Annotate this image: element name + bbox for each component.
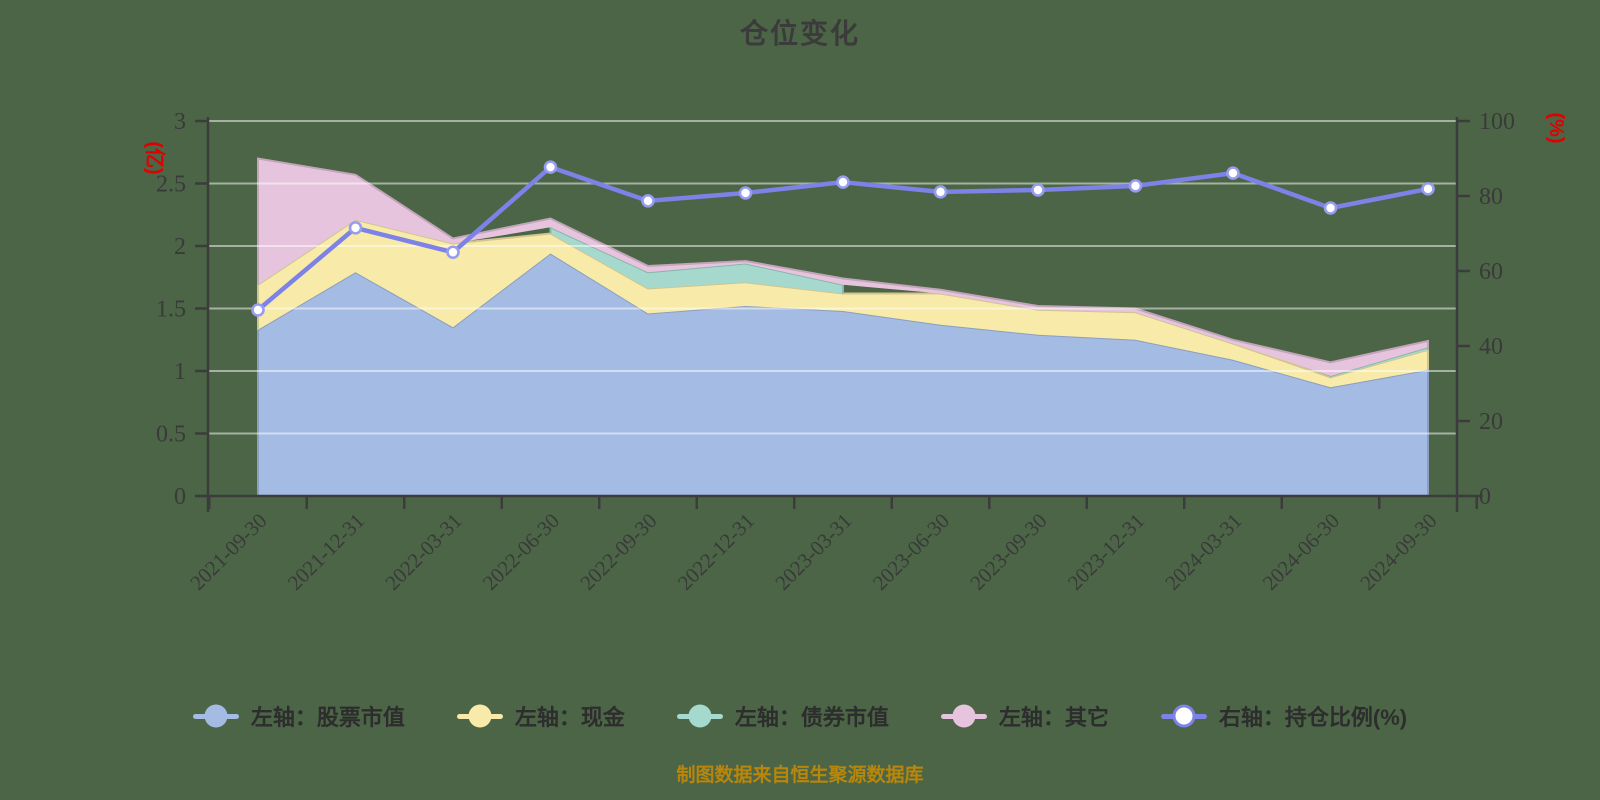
right-axis-tick-label: 100: [1479, 109, 1515, 135]
legend-label: 左轴：现金: [514, 705, 625, 730]
area-band-2: [550, 227, 843, 294]
legend-dot-icon: [204, 704, 228, 728]
legend-item-2[interactable]: 左轴：债券市值: [676, 700, 889, 732]
ratio-line-dot: [543, 160, 558, 174]
legend-dot-icon: [952, 704, 976, 728]
ratio-line-dot: [1128, 179, 1143, 193]
legend-dot-icon: [688, 704, 712, 728]
ratio-line-dot: [251, 303, 265, 317]
left-axis-tick-label: 1.5: [156, 297, 186, 323]
area-band-1: [258, 219, 1428, 388]
ratio-line-dot: [836, 175, 850, 189]
legend-label: 左轴：其它: [998, 705, 1109, 730]
left-axis-tick-label: 3: [174, 109, 186, 135]
legend: 左轴：股票市值 左轴：现金 左轴：债券市值 左轴：其它 右轴：持仓比例(%): [0, 700, 1600, 732]
right-axis-tick-label: 80: [1479, 184, 1503, 210]
right-axis-tick-label: 0: [1479, 484, 1491, 510]
left-axis-tick-label: 2: [174, 234, 186, 260]
ratio-line-dot: [446, 245, 460, 260]
chart-title: 仓位变化: [739, 18, 860, 49]
x-axis-date-label: 2021-12-31: [283, 509, 369, 595]
left-axis-tick-label: 0.5: [156, 422, 186, 448]
ratio-line-dot: [738, 186, 753, 200]
legend-marker-icon: [676, 704, 723, 728]
area-edge-3: [257, 157, 1429, 364]
legend-label: 左轴：债券市值: [734, 705, 889, 730]
x-axis-date-label: 2022-12-31: [673, 509, 759, 595]
left-axis-tick-label: 0: [174, 484, 186, 510]
ratio-line-dot: [1226, 166, 1240, 180]
right-axis-tick-label: 40: [1479, 334, 1503, 360]
ratio-line-dot: [1031, 183, 1045, 197]
x-axis-date-label: 2024-06-30: [1258, 509, 1344, 595]
x-axis-date-label: 2023-06-30: [868, 509, 954, 595]
ratio-line-dot: [933, 185, 948, 199]
right-axis-tick-label: 60: [1479, 259, 1503, 285]
x-axis-date-label: 2024-09-30: [1355, 509, 1441, 595]
x-axis-date-label: 2023-12-31: [1063, 509, 1149, 595]
x-axis-date-label: 2023-03-31: [770, 509, 856, 595]
left-axis-unit-label: (亿): [143, 141, 167, 174]
legend-item-3[interactable]: 左轴：其它: [940, 700, 1109, 732]
x-axis-date-label: 2022-09-30: [575, 509, 661, 595]
legend-marker-icon: [192, 704, 239, 728]
legend-label: 左轴：股票市值: [250, 705, 405, 730]
chart-plot-area: 0 0.5 1 1.5 2 2.5 3 0 20 40 60 80 100 2021-09-30 2021-…: [143, 109, 1567, 595]
x-axis-date-label: 2021-09-30: [185, 509, 271, 595]
x-axis-date-label: 2022-06-30: [478, 509, 564, 595]
ratio-line-dot: [1323, 201, 1338, 215]
legend-item-1[interactable]: 左轴：现金: [456, 700, 625, 732]
legend-marker-icon: [456, 704, 503, 728]
x-axis-date-label: 2024-03-31: [1160, 509, 1246, 595]
ratio-line-dot: [348, 221, 363, 235]
area-band-0: [258, 253, 1428, 496]
ratio-line-dot: [1421, 182, 1435, 196]
legend-marker-icon: [940, 704, 987, 728]
legend-dot-icon: [468, 704, 492, 728]
legend-label: 右轴：持仓比例(%): [1218, 705, 1408, 730]
legend-dot-icon: [1172, 704, 1196, 728]
right-axis-tick-label: 20: [1479, 409, 1503, 435]
left-axis-tick-label: 1: [174, 359, 186, 385]
x-axis-date-label: 2022-03-31: [380, 509, 466, 595]
legend-item-4[interactable]: 右轴：持仓比例(%): [1160, 700, 1408, 732]
footer-note: 制图数据来自恒生聚源数据库: [676, 765, 924, 786]
right-axis-unit-label: (%): [1545, 112, 1567, 143]
legend-item-0[interactable]: 左轴：股票市值: [192, 700, 405, 732]
left-axis-tick-label: 2.5: [156, 172, 186, 198]
x-axis-date-label: 2023-09-30: [965, 509, 1051, 595]
legend-marker-icon: [1160, 704, 1207, 728]
ratio-line-dot: [641, 194, 655, 208]
